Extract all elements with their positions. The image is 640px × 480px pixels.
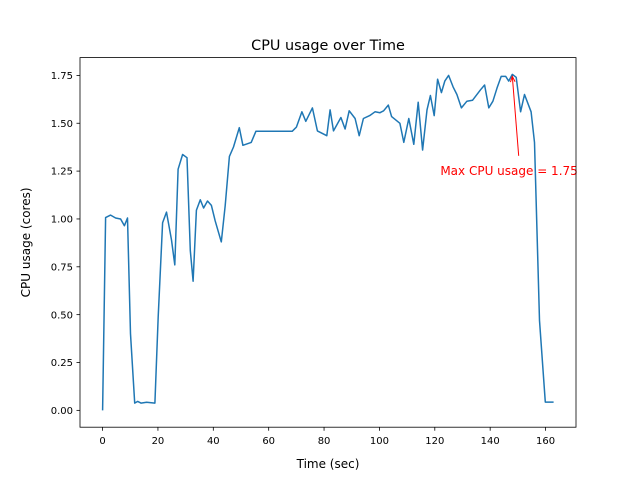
x-tick-label: 20 <box>152 436 165 447</box>
y-tick-label: 0.50 <box>51 310 73 321</box>
x-tick-label: 0 <box>99 436 105 447</box>
cpu-usage-line <box>101 73 554 411</box>
y-axis-label: CPU usage (cores) <box>19 187 33 297</box>
x-tick-label: 60 <box>262 436 275 447</box>
y-tick-label: 0.25 <box>51 358 73 369</box>
x-tick-label: 140 <box>481 436 500 447</box>
x-tick-label: 120 <box>425 436 444 447</box>
y-tick-label: 1.75 <box>51 71 73 82</box>
chart-title: CPU usage over Time <box>251 38 405 54</box>
y-tick-label: 1.00 <box>51 215 73 226</box>
annotation-arrow <box>511 76 520 156</box>
annotation-arrowhead <box>509 75 516 83</box>
max-cpu-annotation: Max CPU usage = 1.75 <box>440 164 577 178</box>
y-tick-label: 1.50 <box>51 119 73 130</box>
x-tick-label: 160 <box>536 436 555 447</box>
x-tick-label: 100 <box>370 436 389 447</box>
y-tick-label: 0.00 <box>51 406 73 417</box>
y-tick-label: 1.25 <box>51 167 73 178</box>
x-tick-label: 40 <box>207 436 220 447</box>
y-tick-label: 0.75 <box>51 262 73 273</box>
axes-frame <box>79 57 577 428</box>
x-axis-label: Time (sec) <box>296 457 360 471</box>
x-tick-label: 80 <box>318 436 331 447</box>
